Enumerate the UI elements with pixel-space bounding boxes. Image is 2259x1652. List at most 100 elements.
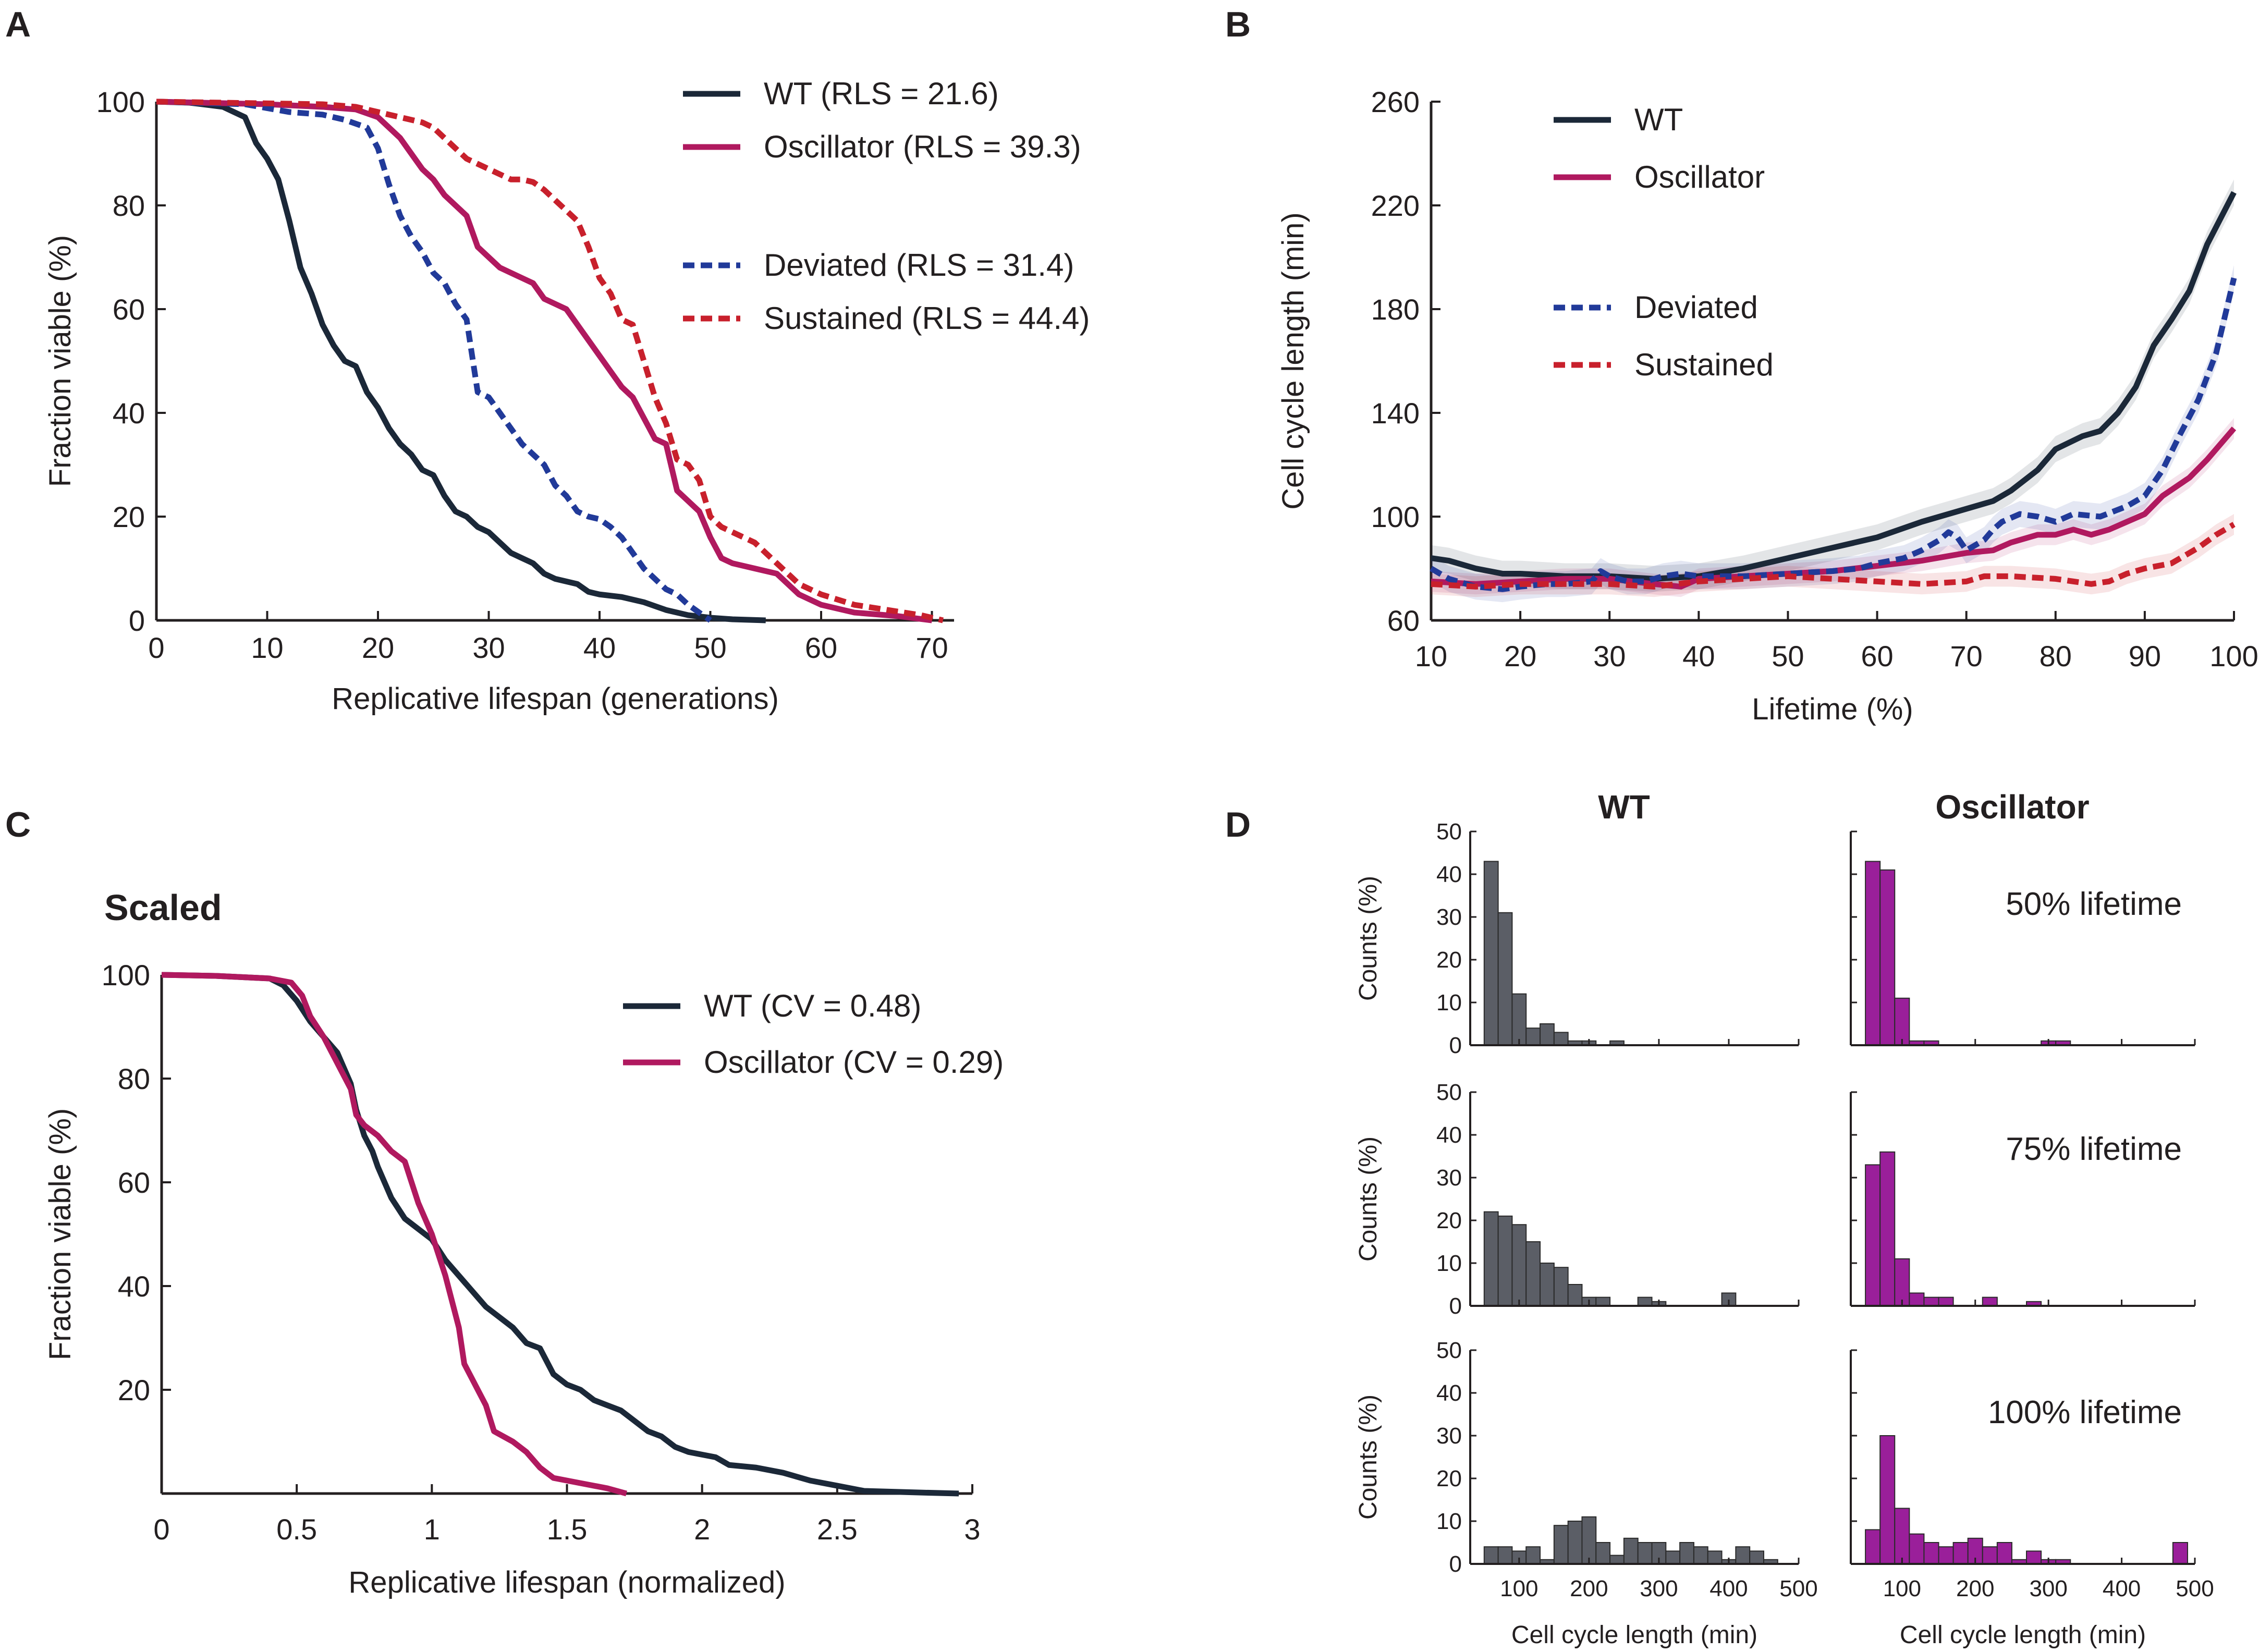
panel-c: C 20 40 60 80 100 0 0.5 1 1.5 2 2.5 3 Replicative lif… bbox=[5, 805, 1004, 1599]
histogram-bar bbox=[1567, 1521, 1583, 1564]
histogram-bar bbox=[1525, 1241, 1541, 1306]
histogram-bar bbox=[1735, 1546, 1751, 1564]
histogram-bar bbox=[1581, 1516, 1597, 1565]
x-tick-label: 30 bbox=[472, 631, 505, 664]
histogram-bar bbox=[1595, 1296, 1611, 1307]
histogram-bar bbox=[1623, 1537, 1639, 1565]
y-tick-label: 0 bbox=[1449, 1551, 1462, 1577]
x-tick-label: 50 bbox=[1772, 640, 1804, 672]
x-tick-label: 60 bbox=[1861, 640, 1893, 672]
y-tick-label: 180 bbox=[1371, 293, 1420, 326]
histogram-bar bbox=[1511, 1224, 1527, 1306]
legend-entry: Oscillator (CV = 0.29) bbox=[704, 1045, 1004, 1080]
histogram-bar bbox=[1497, 912, 1513, 1046]
x-axis-label: Replicative lifespan (generations) bbox=[332, 682, 779, 716]
y-tick-label: 40 bbox=[1436, 1122, 1462, 1148]
x-tick-label: 200 bbox=[1570, 1576, 1608, 1601]
histogram: 50% lifetime bbox=[1850, 830, 2196, 1046]
x-tick-label: 400 bbox=[1709, 1576, 1748, 1601]
x-tick-label: 20 bbox=[362, 631, 394, 664]
y-tick-label: 20 bbox=[1436, 1208, 1462, 1233]
series-line bbox=[1431, 191, 2237, 582]
y-tick-label: 50 bbox=[1436, 1080, 1462, 1105]
histogram-bar bbox=[1637, 1542, 1653, 1564]
series-line bbox=[1431, 522, 2236, 590]
x-tick-label: 2.5 bbox=[817, 1513, 858, 1546]
x-tick-label: 3 bbox=[964, 1513, 980, 1546]
y-axis-label: Counts (%) bbox=[1354, 876, 1382, 1001]
x-tick-label: 1.5 bbox=[547, 1513, 588, 1546]
histogram: 100% lifetime 100 200 300 400 500 Cell cycle l… bbox=[1850, 1349, 2214, 1649]
legend-entry: Oscillator (RLS = 39.3) bbox=[764, 129, 1081, 164]
histogram-bar bbox=[1923, 1542, 1939, 1564]
histogram-bar bbox=[1952, 1542, 1969, 1564]
y-axis-label: Cell cycle length (min) bbox=[1276, 212, 1310, 510]
histogram-bar bbox=[1497, 1215, 1513, 1307]
histogram-bar bbox=[1879, 869, 1896, 1046]
x-tick-label: 10 bbox=[251, 631, 283, 664]
y-tick-label: 30 bbox=[1436, 1423, 1462, 1449]
histogram-bar bbox=[1609, 1555, 1625, 1565]
x-tick-label: 100 bbox=[1500, 1576, 1538, 1601]
x-tick-label: 100 bbox=[2209, 640, 2258, 672]
x-tick-label: 300 bbox=[2029, 1576, 2067, 1601]
y-tick-label: 80 bbox=[118, 1062, 150, 1095]
series-line bbox=[161, 972, 627, 1497]
chart-title: Scaled bbox=[104, 887, 222, 928]
y-tick-label: 20 bbox=[118, 1374, 150, 1406]
y-tick-label: 30 bbox=[1436, 904, 1462, 930]
panel-letter-d: D bbox=[1225, 805, 1251, 845]
y-tick-label: 20 bbox=[1436, 947, 1462, 973]
y-tick-label: 0 bbox=[1449, 1293, 1462, 1319]
y-tick-label: 260 bbox=[1371, 85, 1420, 118]
y-tick-label: 40 bbox=[118, 1270, 150, 1303]
histogram-bar bbox=[2172, 1542, 2188, 1564]
y-tick-label: 60 bbox=[1387, 604, 1420, 637]
y-tick-label: 10 bbox=[1436, 1509, 1462, 1534]
x-tick-label: 70 bbox=[915, 631, 948, 664]
y-tick-label: 40 bbox=[1436, 862, 1462, 887]
x-tick-label: 80 bbox=[2040, 640, 2072, 672]
x-tick-label: 20 bbox=[1504, 640, 1536, 672]
y-tick-label: 40 bbox=[1436, 1380, 1462, 1406]
series-line bbox=[161, 972, 959, 1497]
histogram-bar bbox=[1938, 1296, 1954, 1307]
lifetime-annotation: 50% lifetime bbox=[2006, 886, 2182, 922]
legend-entry: WT bbox=[1634, 102, 1683, 137]
legend-entry: Sustained bbox=[1634, 347, 1774, 382]
y-tick-label: 100 bbox=[96, 85, 145, 118]
histogram-bar bbox=[1909, 1292, 1925, 1306]
x-axis-label: Lifetime (%) bbox=[1752, 692, 1913, 726]
y-tick-label: 60 bbox=[118, 1166, 150, 1199]
x-tick-label: 40 bbox=[583, 631, 616, 664]
x-tick-label: 200 bbox=[1956, 1576, 1994, 1601]
panel-letter-c: C bbox=[5, 805, 31, 845]
series-line bbox=[156, 99, 712, 623]
histogram-bar bbox=[1894, 1258, 1910, 1307]
histogram: 0 10 20 30 40 50 Counts (%) bbox=[1354, 1080, 1800, 1319]
histogram-bar bbox=[1982, 1546, 1998, 1564]
histogram-bar bbox=[1894, 997, 1910, 1046]
histogram-bar bbox=[1938, 1546, 1954, 1564]
lifetime-annotation: 100% lifetime bbox=[1988, 1394, 2182, 1430]
hist-column-title: Oscillator bbox=[1935, 788, 2089, 826]
y-tick-label: 60 bbox=[113, 293, 145, 326]
histogram-bar bbox=[1996, 1542, 2012, 1564]
histogram-bar bbox=[1749, 1550, 1764, 1564]
y-axis-label: Fraction viable (%) bbox=[43, 1108, 77, 1360]
legend-entry: Deviated (RLS = 31.4) bbox=[764, 248, 1074, 283]
y-tick-label: 20 bbox=[113, 500, 145, 533]
histogram-bar bbox=[1879, 1151, 1896, 1307]
x-tick-label: 100 bbox=[1883, 1576, 1921, 1601]
legend-entry: WT (RLS = 21.6) bbox=[764, 76, 999, 111]
y-tick-label: 140 bbox=[1371, 397, 1420, 430]
histogram-bar bbox=[1693, 1546, 1708, 1564]
histogram-bar bbox=[1553, 1525, 1569, 1564]
y-tick-label: 40 bbox=[113, 397, 145, 430]
histogram: 75% lifetime bbox=[1850, 1091, 2196, 1307]
y-tick-label: 30 bbox=[1436, 1165, 1462, 1191]
histogram-bar bbox=[1511, 993, 1527, 1046]
y-tick-label: 100 bbox=[102, 959, 150, 992]
histogram-bar bbox=[1894, 1508, 1910, 1564]
